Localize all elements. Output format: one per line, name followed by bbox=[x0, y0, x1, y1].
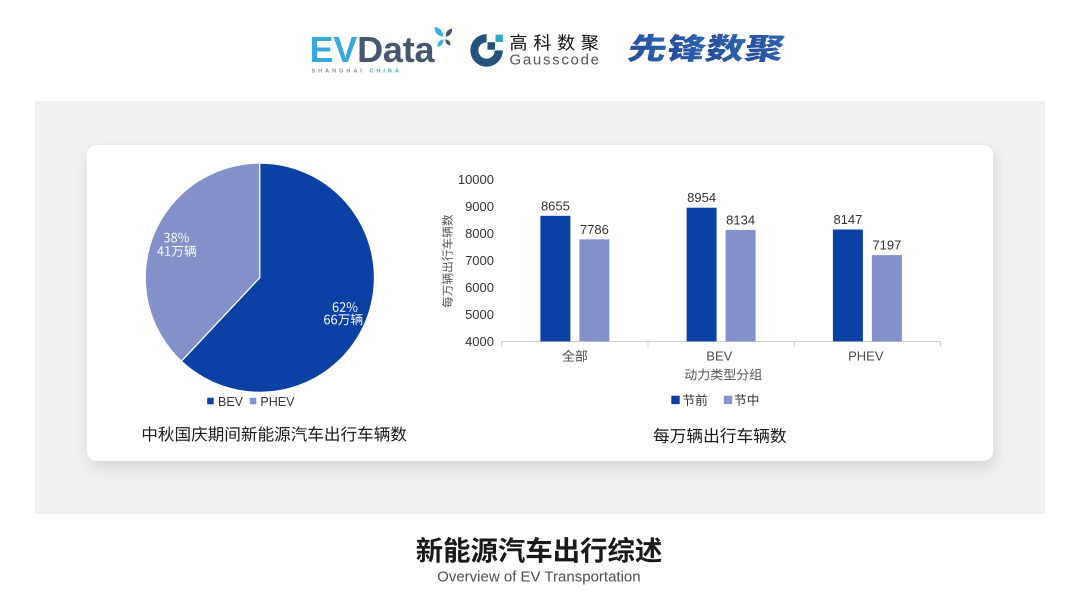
svg-text:4000: 4000 bbox=[465, 334, 494, 349]
svg-text:PHEV: PHEV bbox=[260, 395, 295, 409]
svg-text:7197: 7197 bbox=[872, 238, 901, 253]
svg-text:PHEV: PHEV bbox=[848, 348, 884, 363]
svg-text:Overview of EV Transportation: Overview of EV Transportation bbox=[437, 569, 640, 586]
svg-text:8954: 8954 bbox=[687, 190, 716, 205]
svg-text:10000: 10000 bbox=[458, 172, 494, 187]
svg-text:EVData: EVData bbox=[310, 29, 436, 70]
svg-text:7000: 7000 bbox=[465, 253, 494, 268]
svg-text:8000: 8000 bbox=[465, 226, 494, 241]
svg-text:BEV: BEV bbox=[706, 348, 732, 363]
svg-text:Gausscode: Gausscode bbox=[510, 52, 601, 69]
svg-text:BEV: BEV bbox=[218, 395, 244, 409]
svg-text:5000: 5000 bbox=[465, 307, 494, 322]
svg-text:7786: 7786 bbox=[580, 222, 609, 237]
svg-text:9000: 9000 bbox=[465, 199, 494, 214]
svg-text:8655: 8655 bbox=[541, 198, 570, 213]
svg-text:8147: 8147 bbox=[833, 212, 862, 227]
svg-text:SHANGHAI CHINA: SHANGHAI CHINA bbox=[312, 69, 402, 75]
svg-text:6000: 6000 bbox=[465, 280, 494, 295]
svg-text:8134: 8134 bbox=[726, 212, 755, 227]
